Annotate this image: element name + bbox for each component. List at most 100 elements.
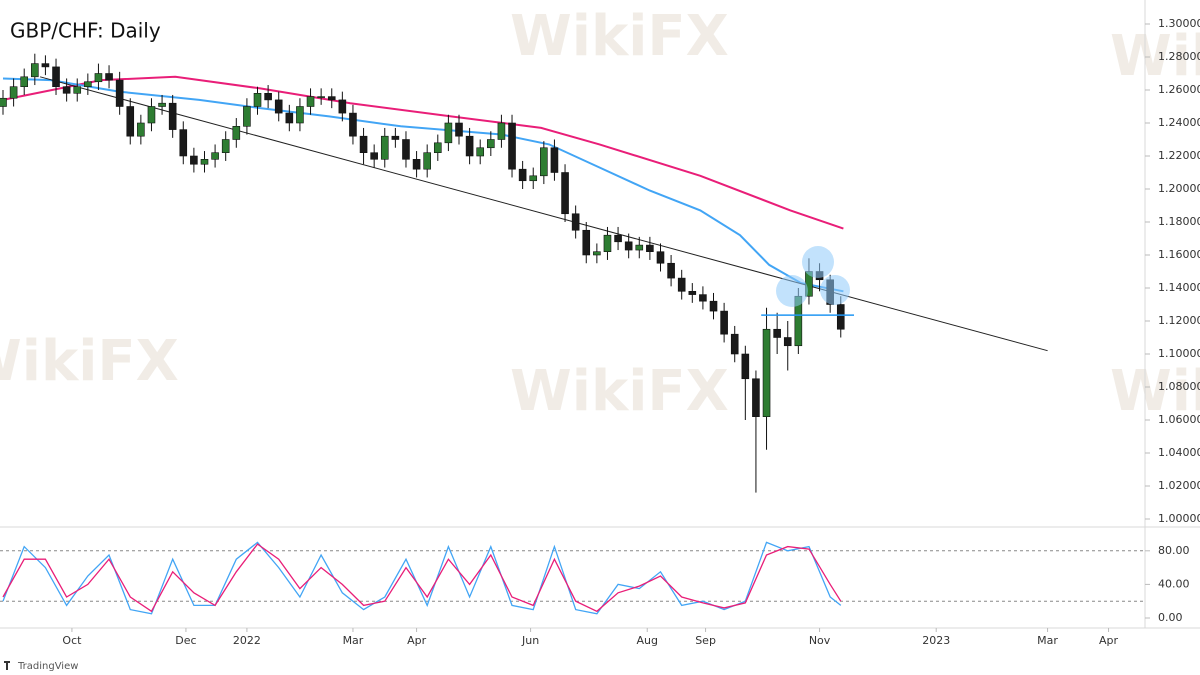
candle-body	[115, 79, 124, 107]
watermarks: WikiFX WikiFX WikiFX WikiFX WikiFX	[0, 4, 1200, 424]
candle-body	[380, 135, 389, 160]
candle-body	[593, 251, 601, 256]
highlight-circle	[776, 275, 808, 307]
candle-body	[41, 63, 50, 68]
x-tick-label: Nov	[809, 634, 831, 647]
candle-body	[487, 139, 495, 149]
candle-body	[603, 234, 612, 252]
candle-body	[402, 139, 410, 160]
candle-body	[190, 155, 198, 165]
y-tick-label: 1.24000	[1158, 116, 1200, 129]
y-tick-label: 80.00	[1158, 544, 1190, 557]
y-tick-label: 1.02000	[1158, 479, 1200, 492]
candle-body	[9, 86, 18, 99]
candle-body	[52, 66, 60, 88]
y-tick-label: 1.26000	[1158, 83, 1200, 96]
candle-body	[423, 152, 431, 170]
candle-body	[720, 310, 728, 335]
y-tick-label: 1.18000	[1158, 215, 1200, 228]
annotations	[776, 246, 850, 307]
candle-body	[285, 112, 294, 124]
x-tick-label: Aug	[636, 634, 657, 647]
footer-logo	[4, 661, 10, 670]
candle-body	[338, 99, 347, 114]
y-tick-label: 1.20000	[1158, 182, 1200, 195]
footer: TradingView	[17, 661, 78, 672]
candle-body	[126, 106, 135, 137]
candle-body	[306, 96, 315, 107]
candle-body	[677, 277, 686, 292]
candle-body	[370, 152, 378, 160]
y-tick-label: 1.28000	[1158, 50, 1200, 63]
candle-body	[412, 159, 421, 170]
candle-body	[243, 106, 251, 127]
candle-body	[296, 106, 304, 124]
candle-body	[105, 73, 113, 81]
moving-average	[2, 75, 844, 230]
candle-body	[84, 81, 92, 87]
y-tick-label: 1.14000	[1158, 281, 1200, 294]
y-tick-label: 1.08000	[1158, 380, 1200, 393]
candle-body	[349, 112, 357, 137]
candle-body	[709, 300, 718, 312]
candle-body	[221, 139, 230, 153]
candle-body	[635, 244, 644, 251]
candle-body	[62, 86, 71, 94]
candle-body	[211, 152, 219, 160]
x-tick-label: Apr	[1099, 634, 1119, 647]
x-tick-label: Apr	[407, 634, 427, 647]
x-tick-label: Jun	[521, 634, 539, 647]
candle-body	[582, 229, 591, 256]
candle-body	[20, 76, 29, 88]
watermark: WikiFX	[1110, 24, 1200, 89]
highlight-circle	[820, 275, 850, 305]
candle-body	[253, 93, 262, 107]
candle-body	[688, 290, 697, 295]
watermark: WikiFX	[1110, 359, 1200, 424]
y-tick-label: 1.06000	[1158, 413, 1200, 426]
candle-body	[317, 96, 325, 98]
candle-body	[699, 294, 707, 302]
x-tick-label: Sep	[695, 634, 716, 647]
candle-body	[646, 244, 654, 253]
candle-body	[550, 147, 559, 173]
candle-body	[465, 135, 474, 157]
candle-body	[656, 251, 665, 264]
candle-body	[274, 99, 283, 114]
candle-body	[31, 63, 39, 78]
x-tick-label: Dec	[175, 634, 196, 647]
trendline	[39, 76, 1048, 352]
candle-body	[444, 122, 453, 144]
y-tick-label: 1.10000	[1158, 347, 1200, 360]
candle-body	[168, 102, 177, 130]
candle-body	[508, 122, 516, 170]
x-tick-label: 2022	[233, 634, 261, 647]
candle-body	[624, 241, 633, 251]
candle-body	[836, 304, 845, 330]
candle-body	[264, 93, 272, 101]
candle-body	[147, 106, 156, 124]
watermark: WikiFX	[0, 329, 179, 394]
candle-body	[200, 159, 209, 165]
x-tick-label: Mar	[343, 634, 364, 647]
x-tick-label: Oct	[62, 634, 82, 647]
watermark: WikiFX	[510, 359, 729, 424]
candle-body	[137, 122, 145, 137]
candle-body	[571, 213, 580, 231]
candle-body	[518, 168, 527, 182]
candle-body	[540, 147, 548, 177]
y-tick-label: 1.04000	[1158, 446, 1200, 459]
candle-body	[667, 262, 675, 279]
candle-body	[158, 102, 166, 107]
y-tick-label: 1.22000	[1158, 149, 1200, 162]
stochastic-line	[2, 541, 842, 615]
candle-body	[476, 147, 485, 157]
y-tick-label: 1.12000	[1158, 314, 1200, 327]
candle-body	[529, 175, 538, 182]
candle-body	[762, 328, 771, 417]
watermark: WikiFX	[510, 4, 729, 69]
y-tick-label: 1.00000	[1158, 512, 1200, 525]
candle-body	[561, 172, 569, 215]
stochastic-line	[2, 543, 842, 613]
